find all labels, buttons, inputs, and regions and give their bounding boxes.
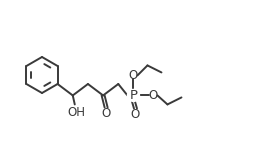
Text: O: O — [101, 107, 111, 120]
Text: OH: OH — [68, 106, 86, 119]
Text: O: O — [131, 108, 140, 121]
Text: O: O — [129, 69, 138, 82]
Circle shape — [127, 89, 140, 101]
Text: O: O — [149, 89, 158, 102]
Text: P: P — [130, 89, 137, 102]
